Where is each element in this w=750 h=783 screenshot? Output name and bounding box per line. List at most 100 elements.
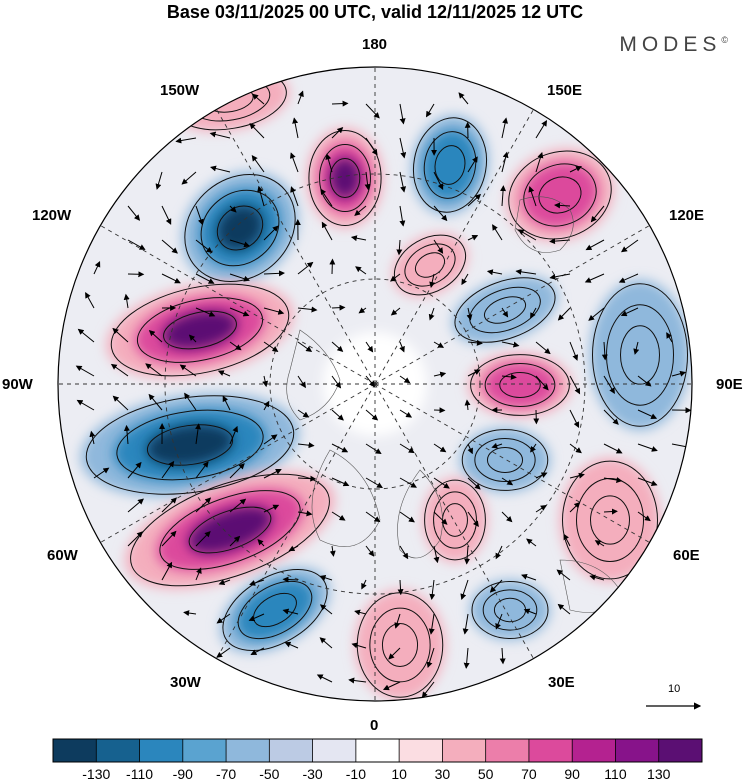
anomaly-blob-13-level-1 (460, 428, 550, 492)
wind-vector-201 (637, 511, 651, 522)
wind-vector-60 (549, 238, 571, 245)
wind-vector-247 (351, 642, 367, 649)
wind-vector-174 (263, 468, 282, 479)
wind-vector-9 (209, 131, 231, 139)
wind-vector-129 (569, 375, 581, 395)
coastlines (286, 196, 621, 613)
wind-vector-198 (535, 505, 547, 513)
wind-vector-70 (329, 258, 336, 275)
wind-vector-208 (329, 545, 336, 557)
wind-vector-20 (181, 171, 197, 185)
contour-8-1 (508, 150, 612, 240)
wind-vector-31 (569, 166, 582, 173)
wind-vector-118 (179, 364, 197, 377)
colorbar-swatch-1 (53, 739, 97, 762)
wind-vector-3 (331, 100, 349, 107)
colorbar-swatch-12 (528, 739, 573, 762)
wind-vector-219 (218, 579, 231, 586)
wind-vector-220 (249, 579, 265, 586)
wind-vector-144 (464, 399, 471, 411)
wind-vector-209 (365, 545, 375, 557)
wind-vector-134 (112, 395, 129, 411)
coastline-2 (514, 196, 574, 253)
lon-label-60e: 60E (673, 547, 700, 564)
lon-label-150w: 150W (160, 82, 200, 99)
wind-vector-203 (161, 530, 177, 547)
wind-vector-236 (354, 609, 367, 616)
wind-vector-23 (290, 152, 299, 173)
wind-vector-78 (584, 273, 605, 283)
wind-vector-167 (637, 443, 658, 452)
anomaly-blob-10-level-1 (452, 276, 558, 344)
wind-vector-57 (467, 235, 479, 241)
wind-vector-238 (428, 613, 435, 635)
wind-vector-4 (365, 103, 380, 119)
contour-16-2 (369, 607, 431, 683)
wind-vector-136 (184, 392, 197, 411)
latitude-circle-2 (164, 173, 586, 595)
wind-vector-55 (396, 239, 403, 256)
wind-vector-19 (155, 171, 163, 190)
wind-vector-182 (535, 472, 548, 479)
wind-vector-158 (331, 443, 349, 453)
colorbar-swatch-5 (226, 739, 270, 762)
wind-vector-187 (161, 497, 178, 513)
colorbar-swatch-3 (139, 739, 184, 762)
contour-2-2 (136, 297, 264, 363)
wind-vector-28 (467, 156, 478, 173)
brand-text: MODES (619, 33, 722, 56)
wind-vector-224 (397, 579, 404, 596)
wind-vector-13 (365, 137, 378, 156)
contour-5-1 (222, 568, 328, 652)
wind-vector-53 (321, 221, 333, 241)
meridian-5 (216, 383, 376, 659)
contour-4-2 (159, 490, 301, 570)
wind-vector-11 (292, 117, 299, 139)
contour-12-1 (592, 283, 688, 427)
colorbar-label-3: -90 (172, 766, 193, 782)
wind-vector-50 (229, 239, 251, 248)
wind-vector-27 (433, 171, 444, 190)
wind-vector-75 (486, 269, 503, 276)
wind-vector-42 (467, 193, 482, 207)
wind-vector-253 (348, 677, 367, 684)
meridian-6 (100, 383, 376, 543)
wind-vector-106 (399, 341, 405, 353)
anomaly-blob-17-level-1 (470, 580, 550, 640)
wind-vector-121 (297, 375, 306, 389)
wind-vector-148 (603, 409, 619, 425)
wind-vector-166 (603, 443, 623, 454)
wind-vector-62 (620, 239, 639, 253)
contour-2-3 (163, 310, 237, 350)
wind-vector-90 (428, 307, 435, 321)
wind-vector-157 (297, 442, 315, 449)
map-disc (58, 67, 692, 701)
colorbar-swatch-4 (182, 739, 227, 762)
wind-vector-142 (399, 409, 413, 418)
contour-4-3 (188, 506, 272, 554)
wind-vector-2 (297, 90, 304, 105)
wind-vector-54 (350, 235, 367, 242)
anomaly-blob-3-level-3 (146, 424, 234, 466)
wind-vector-194 (399, 511, 415, 523)
colorbar-swatch-6 (269, 739, 313, 762)
colorbar-swatch-11 (485, 739, 530, 762)
wind-vector-217 (161, 561, 173, 581)
wind-vector-183 (569, 472, 585, 479)
colorbar-label-11: 70 (521, 766, 537, 782)
lon-label-180: 180 (362, 36, 388, 53)
wind-vector-216 (594, 540, 605, 547)
wind-vector-72 (390, 273, 401, 282)
wind-vector-133 (76, 399, 95, 411)
meridian-9 (216, 109, 376, 385)
wind-vector-213 (495, 545, 503, 560)
wind-vector-197 (501, 511, 513, 523)
contour-6-1 (308, 130, 382, 226)
wind-vector-139 (297, 409, 310, 418)
contour-9-3 (414, 252, 446, 278)
contour-1-1 (184, 173, 296, 283)
wind-vector-59 (517, 229, 537, 241)
wind-vector-84 (229, 307, 250, 317)
contour-9-2 (404, 243, 456, 287)
wind-vector-71 (355, 266, 367, 275)
